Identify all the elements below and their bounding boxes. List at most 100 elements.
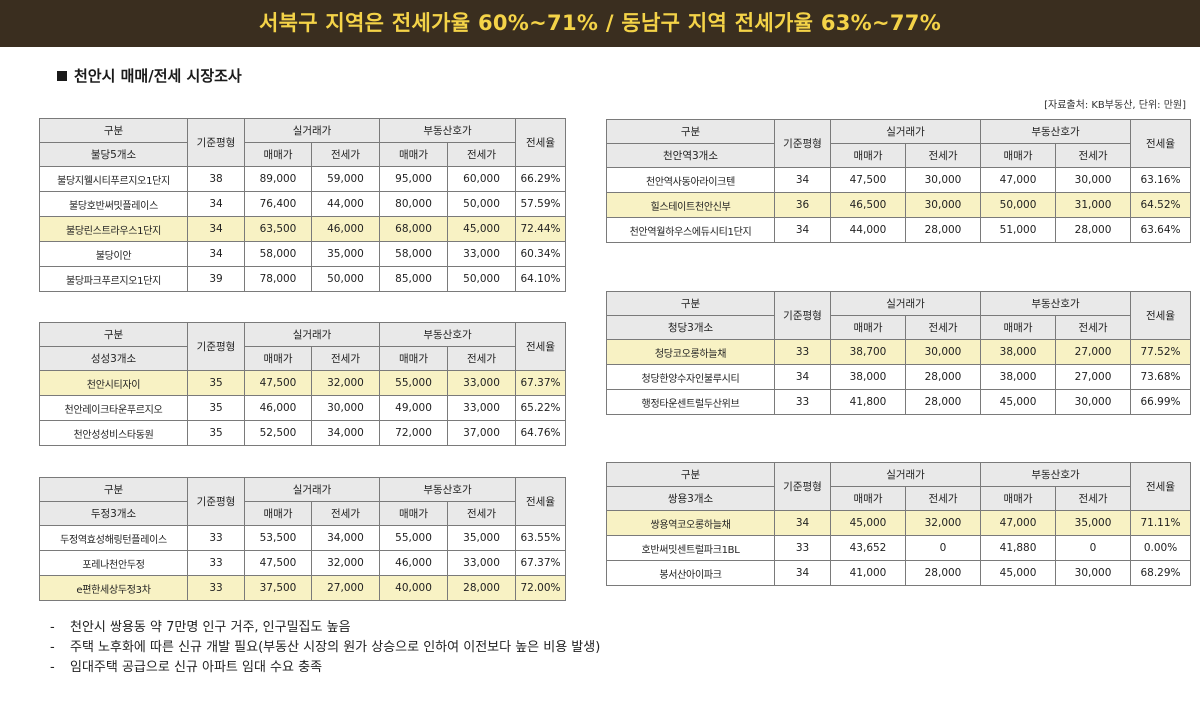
- actual-jeonse-price: 28,000: [904, 389, 982, 415]
- header-actual-jeonse: 전세가: [904, 486, 982, 511]
- header-listing-jeonse: 전세가: [1055, 486, 1132, 511]
- base-size: 34: [187, 191, 245, 217]
- actual-jeonse-price: 32,000: [310, 370, 381, 396]
- base-size: 33: [774, 339, 831, 365]
- header-actual-sale: 매매가: [244, 142, 312, 167]
- table-row: 호반써밋센트럴파크1BL 33 43,652 0 41,880 0 0.00%: [606, 535, 1192, 561]
- listing-jeonse-price: 30,000: [1055, 389, 1132, 415]
- listing-sale-price: 41,880: [980, 535, 1057, 561]
- actual-sale-price: 78,000: [244, 266, 312, 292]
- note-item: - 임대주택 공급으로 신규 아파트 임대 수요 충족: [50, 658, 600, 678]
- complex-name: 불당지웰시티푸르지오1단지: [39, 166, 188, 192]
- actual-sale-price: 38,000: [830, 364, 906, 390]
- actual-jeonse-price: 30,000: [904, 192, 982, 218]
- header-area: 천안역3개소: [606, 143, 775, 168]
- jeonse-ratio: 63.55%: [515, 525, 567, 551]
- complex-name: 쌍용역코오롱하늘채: [606, 510, 775, 536]
- jeonse-ratio: 65.22%: [515, 395, 567, 421]
- note-text: 천안시 쌍용동 약 7만명 인구 거주, 인구밀집도 높음: [70, 620, 351, 635]
- header-listing-sale: 매매가: [980, 143, 1057, 168]
- listing-sale-price: 85,000: [379, 266, 449, 292]
- listing-sale-price: 47,000: [980, 510, 1057, 536]
- header-base-size: 기준평형: [774, 119, 831, 168]
- listing-jeonse-price: 50,000: [447, 266, 517, 292]
- base-size: 33: [774, 535, 831, 561]
- table-row: 두정역효성해링턴플레이스 33 53,500 34,000 55,000 35,000 63…: [39, 525, 567, 551]
- jeonse-ratio: 68.29%: [1130, 560, 1192, 586]
- header-base-size: 기준평형: [187, 477, 245, 526]
- actual-sale-price: 37,500: [244, 575, 312, 601]
- header-actual-sale: 매매가: [830, 315, 906, 340]
- note-item: - 주택 노후화에 따른 신규 개발 필요(부동산 시장의 원가 상승으로 인하여…: [50, 638, 600, 658]
- jeonse-ratio: 66.29%: [515, 166, 567, 192]
- table-row: 청당코오롱하늘채 33 38,700 30,000 38,000 27,000 77.52%: [606, 339, 1192, 365]
- header-listing-price: 부동산호가: [379, 322, 517, 347]
- header-listing-jeonse: 전세가: [1055, 143, 1132, 168]
- listing-sale-price: 51,000: [980, 217, 1057, 243]
- base-size: 35: [187, 420, 245, 446]
- listing-jeonse-price: 37,000: [447, 420, 517, 446]
- actual-jeonse-price: 35,000: [310, 241, 381, 267]
- base-size: 34: [774, 167, 831, 193]
- base-size: 34: [774, 364, 831, 390]
- actual-sale-price: 58,000: [244, 241, 312, 267]
- complex-name: 포레나천안두정: [39, 550, 188, 576]
- base-size: 36: [774, 192, 831, 218]
- table-row: 행정타운센트럴두산위브 33 41,800 28,000 45,000 30,000 66.…: [606, 389, 1192, 415]
- complex-name: 천안레이크타운푸르지오: [39, 395, 188, 421]
- actual-jeonse-price: 30,000: [904, 167, 982, 193]
- complex-name: 천안역사동아라이크텐: [606, 167, 775, 193]
- table-row: 천안성성비스타동원 35 52,500 34,000 72,000 37,000 64.76…: [39, 420, 567, 446]
- header-actual-price: 실거래가: [243, 322, 381, 347]
- jeonse-ratio: 57.59%: [515, 191, 567, 217]
- header-listing-price: 부동산호가: [379, 118, 517, 143]
- table-row: 불당파크푸르지오1단지 39 78,000 50,000 85,000 50,000 64.…: [39, 266, 567, 292]
- jeonse-ratio: 60.34%: [515, 241, 567, 267]
- actual-sale-price: 63,500: [244, 216, 312, 242]
- table-row: 천안레이크타운푸르지오 35 46,000 30,000 49,000 33,000 65.…: [39, 395, 567, 421]
- complex-name: 청당한양수자인불루시티: [606, 364, 775, 390]
- actual-sale-price: 41,800: [830, 389, 906, 415]
- actual-jeonse-price: 0: [904, 535, 982, 561]
- header-listing-sale: 매매가: [379, 346, 449, 371]
- listing-jeonse-price: 33,000: [447, 395, 517, 421]
- header-area: 두정3개소: [39, 501, 188, 526]
- jeonse-ratio: 63.64%: [1130, 217, 1192, 243]
- actual-sale-price: 41,000: [830, 560, 906, 586]
- actual-jeonse-price: 34,000: [310, 420, 381, 446]
- header-area: 불당5개소: [39, 142, 188, 167]
- source-note: [자료출처: KB부동산, 단위: 만원]: [1044, 100, 1186, 111]
- listing-jeonse-price: 27,000: [1055, 364, 1132, 390]
- listing-jeonse-price: 45,000: [447, 216, 517, 242]
- header-actual-price: 실거래가: [829, 462, 982, 487]
- base-size: 34: [187, 241, 245, 267]
- header-actual-sale: 매매가: [244, 501, 312, 526]
- note-text: 주택 노후화에 따른 신규 개발 필요(부동산 시장의 원가 상승으로 인하여 …: [70, 640, 601, 655]
- actual-jeonse-price: 30,000: [310, 395, 381, 421]
- listing-jeonse-price: 33,000: [447, 241, 517, 267]
- table-row: e편한세상두정3차 33 37,500 27,000 40,000 28,000 72.00…: [39, 575, 567, 601]
- listing-jeonse-price: 27,000: [1055, 339, 1132, 365]
- header-base-size: 기준평형: [774, 291, 831, 340]
- jeonse-ratio: 73.68%: [1130, 364, 1192, 390]
- table-row: 불당호반써밋플레이스 34 76,400 44,000 80,000 50,000 57.5…: [39, 191, 567, 217]
- complex-name: 불당파크푸르지오1단지: [39, 266, 188, 292]
- table-row: 쌍용역코오롱하늘채 34 45,000 32,000 47,000 35,000 71.11…: [606, 510, 1192, 536]
- jeonse-ratio: 66.99%: [1130, 389, 1192, 415]
- header-banner: [0, 0, 1200, 47]
- actual-sale-price: 53,500: [244, 525, 312, 551]
- listing-jeonse-price: 0: [1055, 535, 1132, 561]
- jeonse-ratio: 63.16%: [1130, 167, 1192, 193]
- listing-sale-price: 55,000: [379, 525, 449, 551]
- actual-jeonse-price: 28,000: [904, 217, 982, 243]
- header-category: 구분: [39, 477, 188, 502]
- header-actual-price: 실거래가: [243, 118, 381, 143]
- complex-name: 힐스테이트천안신부: [606, 192, 775, 218]
- actual-jeonse-price: 34,000: [310, 525, 381, 551]
- base-size: 33: [187, 550, 245, 576]
- complex-name: 천안역월하우스에듀시티1단지: [606, 217, 775, 243]
- header-actual-jeonse: 전세가: [904, 143, 982, 168]
- actual-sale-price: 43,652: [830, 535, 906, 561]
- header-actual-jeonse: 전세가: [904, 315, 982, 340]
- market-table: 구분 기준평형 실거래가 부동산호가 전세율 불당5개소 매매가 전세가 매매가 전세가 불당지웰시…: [39, 118, 567, 292]
